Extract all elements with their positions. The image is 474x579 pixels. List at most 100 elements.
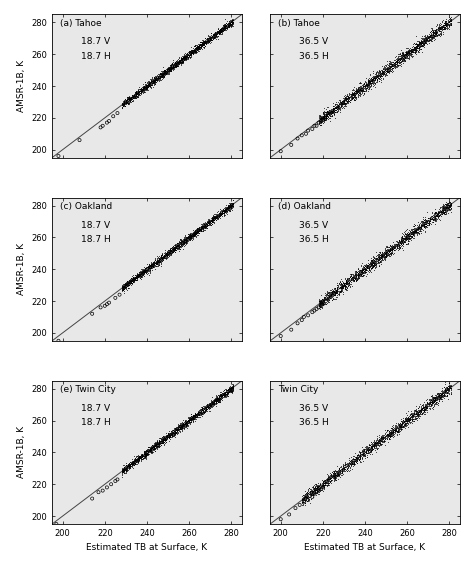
Point xyxy=(173,423,181,432)
Point xyxy=(157,70,165,79)
Point xyxy=(208,401,215,411)
Point xyxy=(318,119,325,128)
Point xyxy=(298,494,306,503)
Point xyxy=(361,269,369,278)
Point xyxy=(432,210,439,219)
Point xyxy=(359,267,366,277)
Point xyxy=(330,289,337,298)
Point xyxy=(441,385,448,394)
Point xyxy=(339,100,347,109)
Point xyxy=(410,228,418,237)
Point xyxy=(375,431,383,440)
Point xyxy=(366,263,374,272)
Point xyxy=(361,81,369,90)
Point xyxy=(368,258,375,267)
Point xyxy=(216,397,223,406)
Point xyxy=(202,222,210,231)
Point xyxy=(315,480,323,489)
Point xyxy=(334,286,341,295)
Point xyxy=(433,215,440,224)
Point xyxy=(149,75,156,85)
Point xyxy=(340,464,348,474)
Point xyxy=(431,213,439,222)
Point xyxy=(178,59,186,68)
Point xyxy=(124,280,131,289)
Point xyxy=(201,219,208,229)
Point xyxy=(164,433,171,442)
Point xyxy=(228,200,235,209)
Point xyxy=(128,460,136,470)
Point xyxy=(159,438,166,448)
Point xyxy=(380,69,388,79)
Point xyxy=(382,250,390,259)
Point xyxy=(149,76,157,86)
Point xyxy=(175,55,183,64)
Point xyxy=(141,266,149,276)
Point xyxy=(382,249,389,258)
Point xyxy=(437,21,445,31)
Point xyxy=(410,223,418,232)
Point xyxy=(179,240,187,250)
Point xyxy=(377,71,384,80)
Point xyxy=(422,219,429,229)
Point xyxy=(199,223,207,233)
Point xyxy=(206,401,213,410)
Point xyxy=(182,53,190,63)
Point xyxy=(188,47,196,57)
Point xyxy=(391,241,398,251)
Point xyxy=(417,405,424,414)
Point xyxy=(120,284,128,293)
Point xyxy=(163,249,170,258)
Point xyxy=(409,232,416,241)
Point xyxy=(379,64,387,74)
Point xyxy=(445,380,453,390)
Point xyxy=(351,273,359,283)
Point xyxy=(172,241,179,250)
Point xyxy=(347,91,355,101)
Point xyxy=(139,266,147,275)
Point xyxy=(370,442,378,451)
Point xyxy=(125,275,133,284)
Point xyxy=(419,34,426,43)
Point xyxy=(123,279,131,288)
Point xyxy=(157,254,165,263)
Point xyxy=(193,43,201,52)
Point xyxy=(148,75,155,84)
Point xyxy=(210,398,218,407)
Point xyxy=(327,474,334,483)
Point xyxy=(182,419,189,428)
Point xyxy=(182,233,190,243)
Point xyxy=(160,72,167,81)
Point xyxy=(201,403,209,412)
Point xyxy=(431,214,439,223)
Point xyxy=(359,449,367,459)
Point xyxy=(423,35,430,45)
Point xyxy=(157,437,164,446)
Point xyxy=(187,409,194,419)
Point xyxy=(124,278,132,288)
Point xyxy=(206,36,213,46)
Point xyxy=(390,241,397,250)
Point xyxy=(439,207,447,216)
Point xyxy=(229,18,237,27)
Point xyxy=(182,239,190,248)
Point xyxy=(391,245,398,254)
Point xyxy=(420,402,428,412)
Point xyxy=(155,434,163,443)
Point xyxy=(394,56,402,65)
Point xyxy=(353,456,360,465)
Point xyxy=(120,288,128,298)
Point xyxy=(316,298,323,307)
Point xyxy=(304,494,311,504)
Point xyxy=(194,226,202,236)
Point xyxy=(379,251,386,261)
Point xyxy=(224,19,231,28)
Point xyxy=(152,257,159,266)
Point xyxy=(410,39,418,48)
Point xyxy=(221,389,228,398)
Point xyxy=(385,64,392,73)
Point xyxy=(194,413,201,422)
Point xyxy=(412,406,420,416)
Point xyxy=(123,97,130,106)
Point xyxy=(215,394,223,404)
